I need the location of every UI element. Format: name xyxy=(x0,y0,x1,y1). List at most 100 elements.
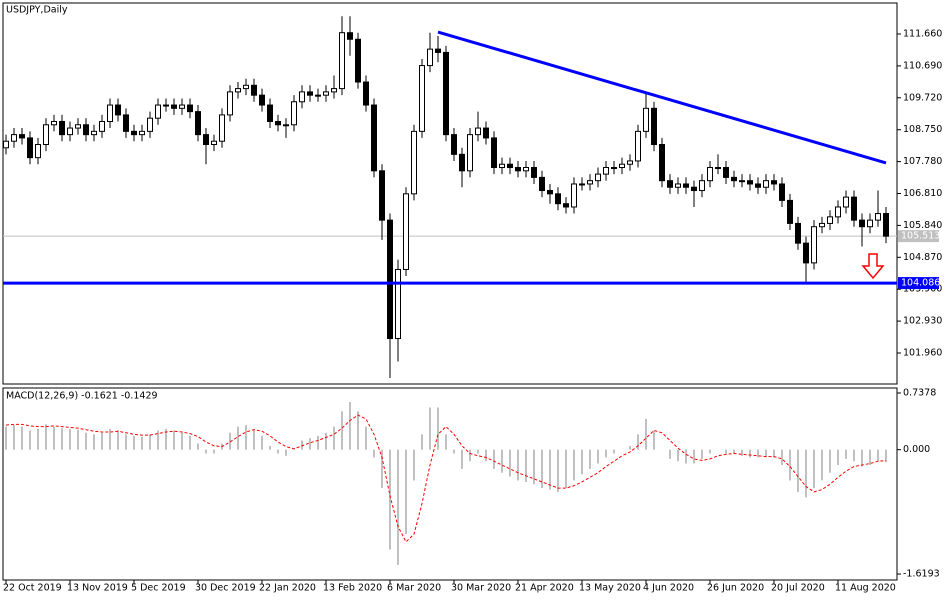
candle-body xyxy=(195,111,201,136)
candle-body xyxy=(491,137,497,169)
y-tick-label: 107.780 xyxy=(903,156,942,167)
down-arrow xyxy=(861,253,885,280)
candle-body xyxy=(731,176,737,182)
candle-body xyxy=(451,134,457,155)
x-tick-label: 6 Mar 2020 xyxy=(387,583,441,594)
candle-body xyxy=(635,130,641,162)
candle-body xyxy=(219,114,225,142)
candle-body xyxy=(307,91,313,96)
x-tick-label: 30 Dec 2019 xyxy=(195,583,256,594)
y-tick-label: 105.840 xyxy=(903,220,942,231)
candle-body xyxy=(259,94,265,106)
candle-body xyxy=(91,130,97,136)
candle-body xyxy=(131,130,137,136)
candle-body xyxy=(115,104,121,116)
y-tick-label: 104.870 xyxy=(903,252,942,263)
candle-body xyxy=(683,183,689,188)
candle-body xyxy=(363,81,369,106)
candle-body xyxy=(347,32,353,40)
candle-body xyxy=(339,32,345,90)
macd-title: MACD(12,26,9) -0.1621 -0.1429 xyxy=(6,391,158,402)
macd-panel xyxy=(2,387,898,581)
candle-body xyxy=(539,176,545,192)
candle-body xyxy=(835,206,841,218)
candle-body xyxy=(611,167,617,170)
candle-body xyxy=(371,104,377,172)
x-tick-label: 26 Jun 2020 xyxy=(707,583,764,594)
candle-body xyxy=(515,167,521,172)
candle-body xyxy=(867,219,873,228)
candle-body xyxy=(691,186,697,192)
candle-body xyxy=(723,167,729,178)
candle-body xyxy=(803,242,809,264)
candle-body xyxy=(291,101,297,126)
candle-body xyxy=(651,107,657,146)
candle-body xyxy=(163,104,169,107)
candle-body xyxy=(667,180,673,188)
candle-body xyxy=(443,51,449,136)
candle-body xyxy=(3,140,9,149)
candle-body xyxy=(603,167,609,175)
level-box xyxy=(898,277,939,290)
candle-body xyxy=(27,137,33,159)
candle-body xyxy=(659,144,665,182)
candle-body xyxy=(51,120,57,126)
candle-body xyxy=(811,226,817,264)
candle-body xyxy=(787,199,793,224)
candle-body xyxy=(299,91,305,103)
candle-body xyxy=(595,173,601,182)
candle-body xyxy=(315,94,321,97)
candle-body xyxy=(387,219,393,340)
x-tick-label: 22 Jan 2020 xyxy=(259,583,316,594)
plot-layer: 101.960 102.930 103.900 104.870 105.840 106.8… xyxy=(3,16,942,594)
candle-body xyxy=(323,91,329,96)
macd-y-tick-label: 0.7378 xyxy=(903,388,936,399)
x-tick-label: 5 Dec 2019 xyxy=(131,583,186,594)
candle-body xyxy=(419,65,425,132)
y-tick-label: 101.960 xyxy=(903,347,942,358)
candle-body xyxy=(627,160,633,165)
candle-body xyxy=(819,222,825,228)
x-tick-label: 13 May 2020 xyxy=(579,583,641,594)
candle-body xyxy=(739,180,745,183)
last-price-box xyxy=(898,230,939,243)
candle-body xyxy=(763,180,769,188)
y-tick-label: 110.690 xyxy=(903,60,942,71)
candle-body xyxy=(643,107,649,132)
candle-body xyxy=(483,127,489,139)
candle-body xyxy=(251,84,257,96)
candle-body xyxy=(851,196,857,221)
candle-body xyxy=(147,117,153,132)
candle-body xyxy=(467,134,473,172)
candle-body xyxy=(67,127,73,136)
macd-y-tick-label: -1.6193 xyxy=(903,569,940,580)
candle-body xyxy=(435,48,441,53)
candle-body xyxy=(547,190,553,195)
candle-body xyxy=(507,163,513,169)
candle-body xyxy=(403,193,409,270)
candle-body xyxy=(523,167,529,172)
x-tick-label: 13 Feb 2020 xyxy=(323,583,382,594)
x-tick-label: 13 Nov 2019 xyxy=(67,583,128,594)
candle-body xyxy=(139,130,145,136)
candle-body xyxy=(843,196,849,208)
y-tick-label: 106.810 xyxy=(903,188,942,199)
candle-body xyxy=(771,180,777,185)
macd-signal xyxy=(5,414,887,543)
candle-body xyxy=(715,167,721,170)
candle-body xyxy=(699,180,705,192)
x-tick-label: 20 Jul 2020 xyxy=(771,583,825,594)
candle-body xyxy=(427,48,433,67)
candle-body xyxy=(275,120,281,126)
chart-title: USDJPY,Daily xyxy=(6,5,68,16)
x-tick-label: 11 Aug 2020 xyxy=(835,583,896,594)
candle-body xyxy=(203,134,209,146)
macd-y-tick-label: 0.000 xyxy=(903,444,930,455)
y-tick-label: 109.720 xyxy=(903,92,942,103)
candle-body xyxy=(675,183,681,188)
candle-body xyxy=(859,219,865,228)
candle-body xyxy=(187,104,193,113)
level-label: 104.086 xyxy=(901,278,940,289)
candle-body xyxy=(35,144,41,159)
y-tick-label: 102.930 xyxy=(903,316,942,327)
